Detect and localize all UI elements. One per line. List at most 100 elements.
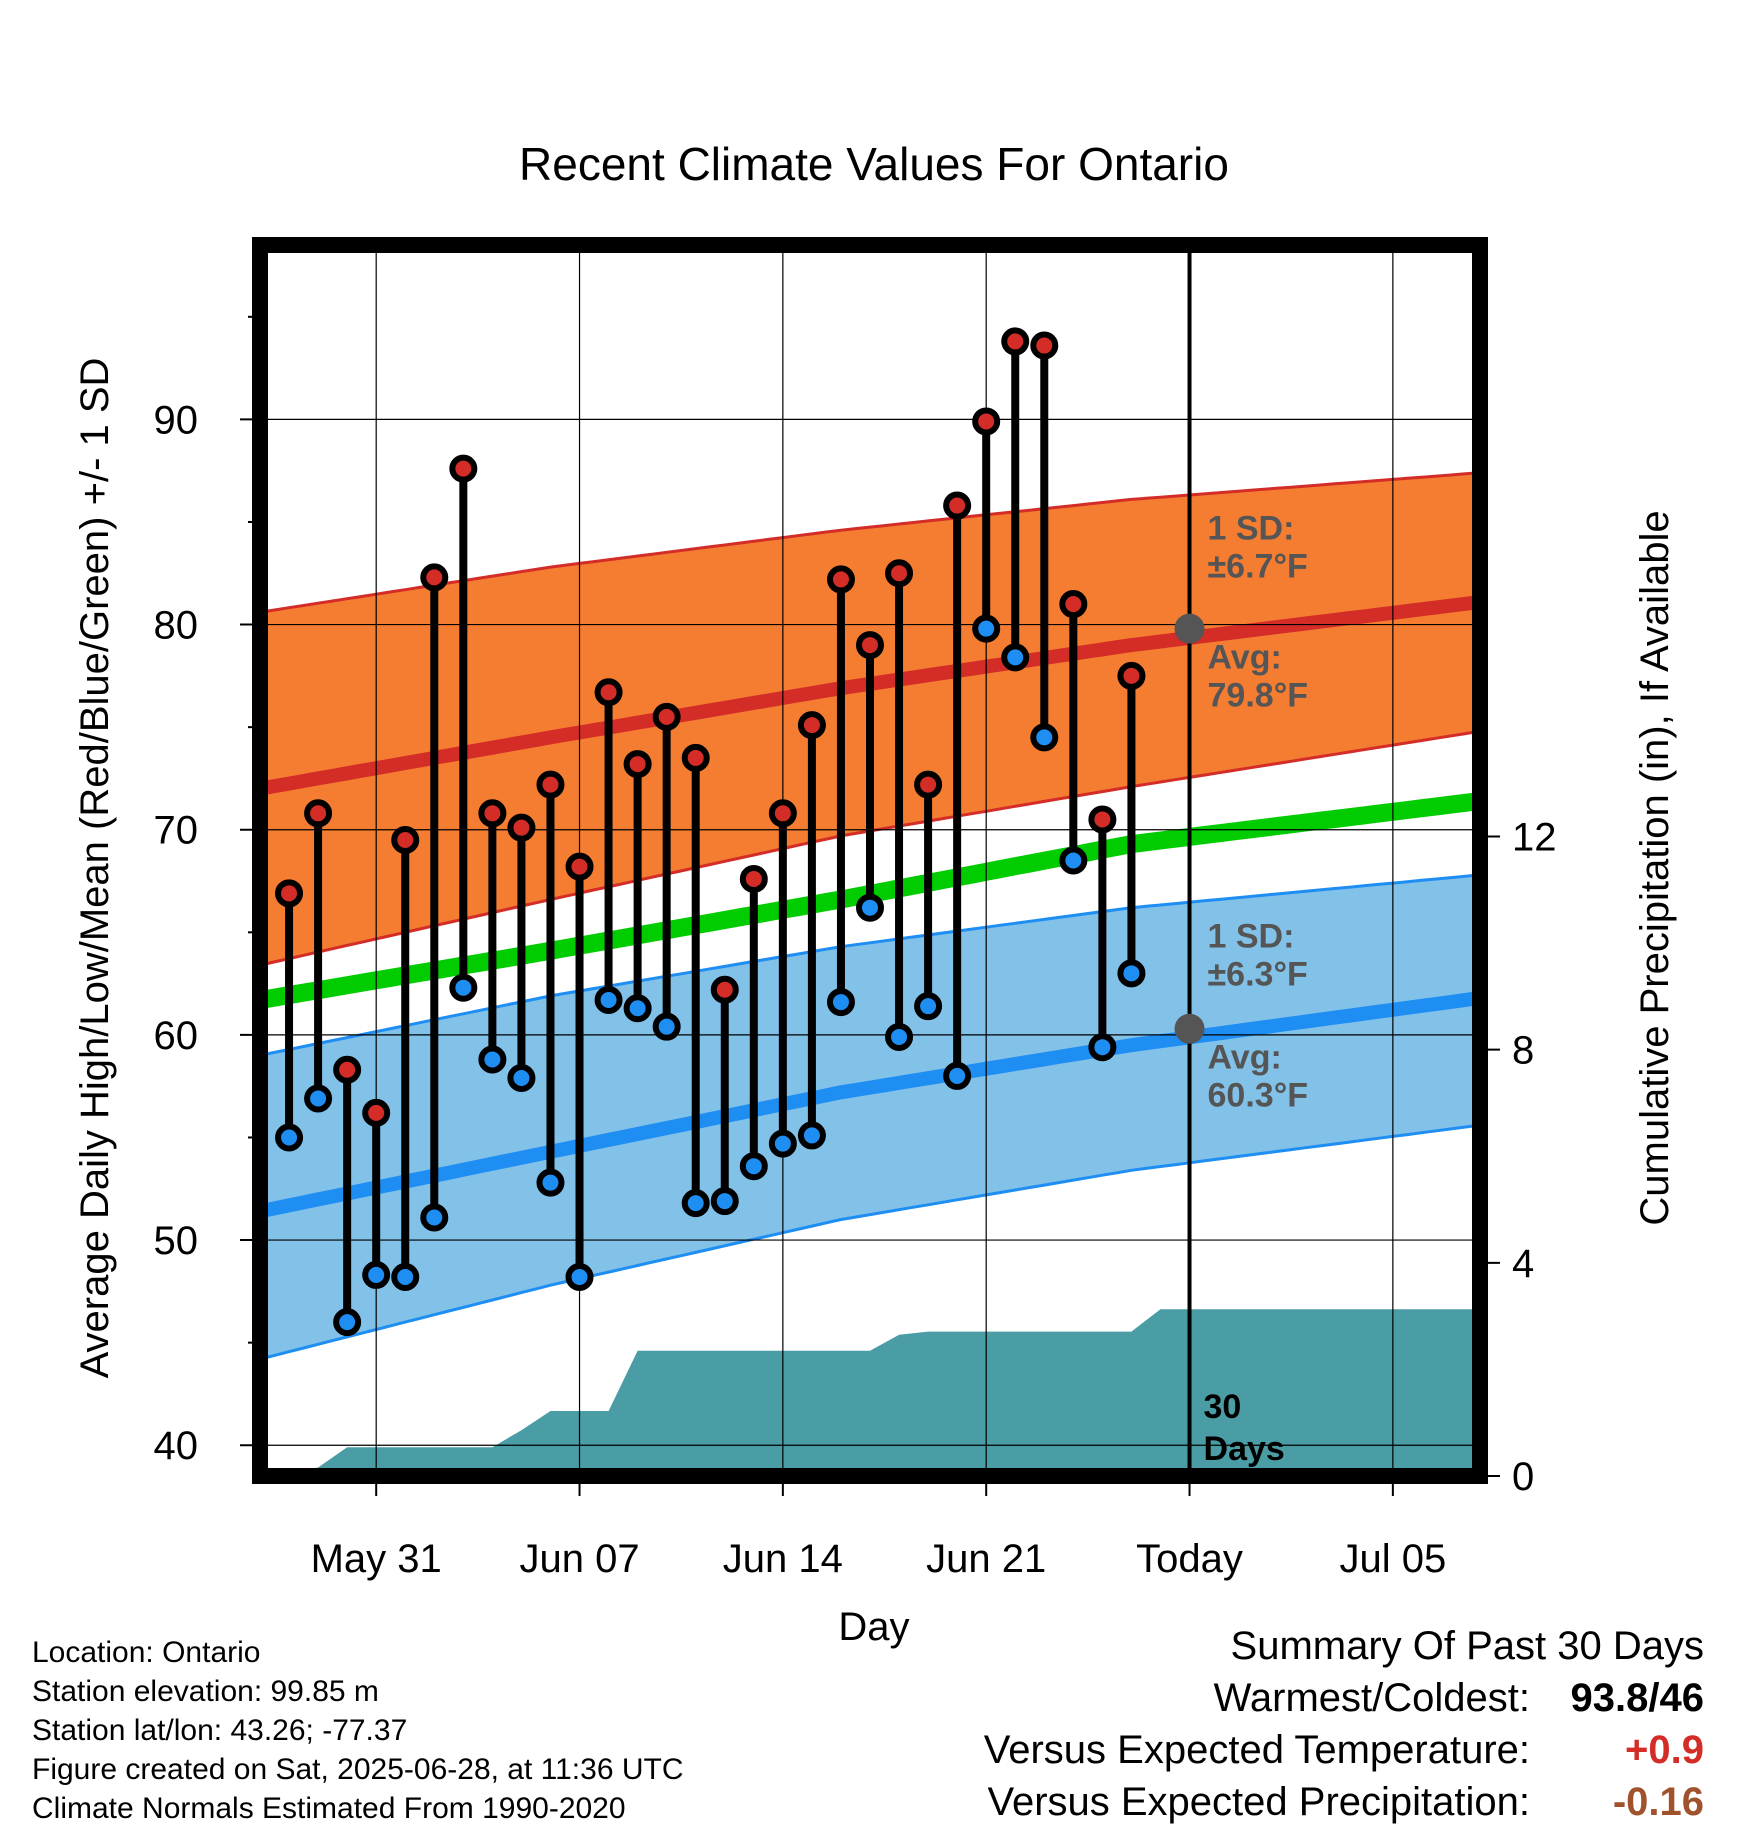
x-tick-label: Jun 14 xyxy=(723,1537,843,1581)
location-text: Location: Ontario xyxy=(32,1636,261,1669)
daily-low-point xyxy=(1088,1033,1117,1062)
daily-low-point xyxy=(797,1121,826,1150)
y2-tick-label: 8 xyxy=(1512,1029,1534,1073)
daily-low-point xyxy=(943,1061,972,1090)
daily-low-point xyxy=(333,1308,362,1337)
daily-low-point xyxy=(623,994,652,1023)
x-tick-label: Jul 05 xyxy=(1339,1537,1446,1581)
daily-high-point xyxy=(1030,331,1059,360)
latlon-text: Station lat/lon: 43.26; -77.37 xyxy=(32,1714,408,1747)
y-tick-label: 90 xyxy=(154,398,199,442)
summary-temp-row: Versus Expected Temperature: +0.9 xyxy=(984,1724,1704,1776)
high-sd-label: 1 SD: ±6.7°F xyxy=(1208,509,1308,585)
daily-low-point xyxy=(594,986,623,1015)
daily-high-point xyxy=(594,678,623,707)
daily-high-point xyxy=(972,407,1001,436)
summary-warm-cold-row: Warmest/Coldest: 93.8/46 xyxy=(984,1672,1704,1724)
low-sd-band xyxy=(260,874,1480,1360)
y-tick-label: 70 xyxy=(154,809,199,853)
daily-low-point xyxy=(739,1152,768,1181)
station-info: Location: Ontario Station elevation: 99.… xyxy=(32,1633,684,1828)
warm-cold-label: Warmest/Coldest: xyxy=(1213,1676,1530,1720)
daily-high-point xyxy=(768,799,797,828)
daily-high-point xyxy=(333,1055,362,1084)
daily-high-point xyxy=(536,770,565,799)
daily-high-point xyxy=(449,454,478,483)
today-high-avg-marker xyxy=(1174,613,1205,644)
daily-low-point xyxy=(565,1262,594,1291)
daily-high-point xyxy=(885,559,914,588)
summary-heading: Summary Of Past 30 Days xyxy=(1230,1624,1704,1668)
daily-high-point xyxy=(507,813,536,842)
daily-high-point xyxy=(652,702,681,731)
daily-high-point xyxy=(856,631,884,660)
x-tick-label: Jun 21 xyxy=(926,1537,1046,1581)
daily-high-point xyxy=(1059,590,1088,619)
plot-area xyxy=(258,471,1482,1476)
daily-high-point xyxy=(623,750,652,779)
daily-low-point xyxy=(652,1012,681,1041)
created-text: Figure created on Sat, 2025-06-28, at 11… xyxy=(32,1753,684,1786)
daily-high-point xyxy=(478,799,507,828)
temp-vs-expected-label: Versus Expected Temperature: xyxy=(983,1728,1530,1772)
low-sd-label-line: ±6.3°F xyxy=(1208,956,1308,994)
daily-low-point xyxy=(536,1168,565,1197)
daily-low-point xyxy=(275,1123,304,1152)
daily-low-point xyxy=(1030,723,1059,752)
period-label-line: 30 xyxy=(1204,1388,1242,1426)
high-avg-label-line: 79.8°F xyxy=(1208,677,1309,715)
low-avg-label: Avg: 60.3°F xyxy=(1208,1039,1309,1115)
normals-text: Climate Normals Estimated From 1990-2020 xyxy=(32,1792,626,1825)
daily-low-point xyxy=(885,1022,914,1051)
daily-low-point xyxy=(1001,643,1030,672)
x-tick-label: Today xyxy=(1136,1537,1243,1581)
today-low-avg-marker xyxy=(1174,1013,1205,1044)
daily-high-point xyxy=(420,563,449,592)
period-label-line: Days xyxy=(1204,1430,1285,1468)
daily-low-point xyxy=(420,1203,449,1232)
daily-low-point xyxy=(478,1045,507,1074)
y-axis-label: Average Daily High/Low/Mean (Red/Blue/Gr… xyxy=(73,358,117,1379)
chart-title: Recent Climate Values For Ontario xyxy=(519,138,1229,190)
low-avg-label-line: Avg: xyxy=(1208,1039,1282,1077)
period-label: 30 Days xyxy=(1204,1388,1285,1468)
y-tick-label: 40 xyxy=(154,1424,199,1468)
y-tick-label: 80 xyxy=(154,604,199,648)
summary-precip-row: Versus Expected Precipitation: -0.16 xyxy=(984,1776,1704,1828)
daily-low-point xyxy=(507,1063,536,1092)
precip-vs-expected-value: -0.16 xyxy=(1612,1780,1704,1824)
daily-high-point xyxy=(739,864,768,893)
precip-area xyxy=(260,1309,1480,1476)
daily-low-point xyxy=(304,1084,333,1113)
daily-high-point xyxy=(391,825,420,854)
daily-low-point xyxy=(1117,959,1146,988)
low-lower-edge xyxy=(259,1123,1481,1361)
y2-tick-label: 12 xyxy=(1512,816,1557,860)
elevation-text: Station elevation: 99.85 m xyxy=(32,1675,379,1708)
summary-panel: Summary Of Past 30 Days Warmest/Coldest:… xyxy=(984,1620,1704,1828)
daily-low-point xyxy=(972,614,1001,643)
y2-tick-label: 4 xyxy=(1512,1242,1534,1286)
x-tick-label: May 31 xyxy=(311,1537,442,1581)
daily-high-point xyxy=(710,975,739,1004)
warm-cold-value: 93.8/46 xyxy=(1570,1676,1704,1720)
daily-low-point xyxy=(362,1260,391,1289)
high-avg-label-line: Avg: xyxy=(1208,639,1282,677)
daily-high-point xyxy=(1001,327,1030,356)
daily-low-point xyxy=(1059,846,1088,875)
axes: 40 50 60 70 80 90 0 4 8 12 May 31 Jun 07 Jun 14 Jun 2… xyxy=(154,237,1557,1581)
daily-high-point xyxy=(681,743,710,772)
daily-low-point xyxy=(768,1129,797,1158)
daily-low-point xyxy=(856,893,884,922)
daily-high-point xyxy=(275,879,304,908)
x-tick-label: Jun 07 xyxy=(519,1537,639,1581)
y-tick-label: 60 xyxy=(154,1014,199,1058)
y2-axis-label: Cumulative Precipitation (in), If Availa… xyxy=(1633,510,1677,1225)
daily-high-point xyxy=(565,852,594,881)
daily-high-point xyxy=(1117,661,1146,690)
daily-low-point xyxy=(391,1262,420,1291)
daily-high-point xyxy=(304,799,333,828)
daily-high-point xyxy=(797,711,826,740)
